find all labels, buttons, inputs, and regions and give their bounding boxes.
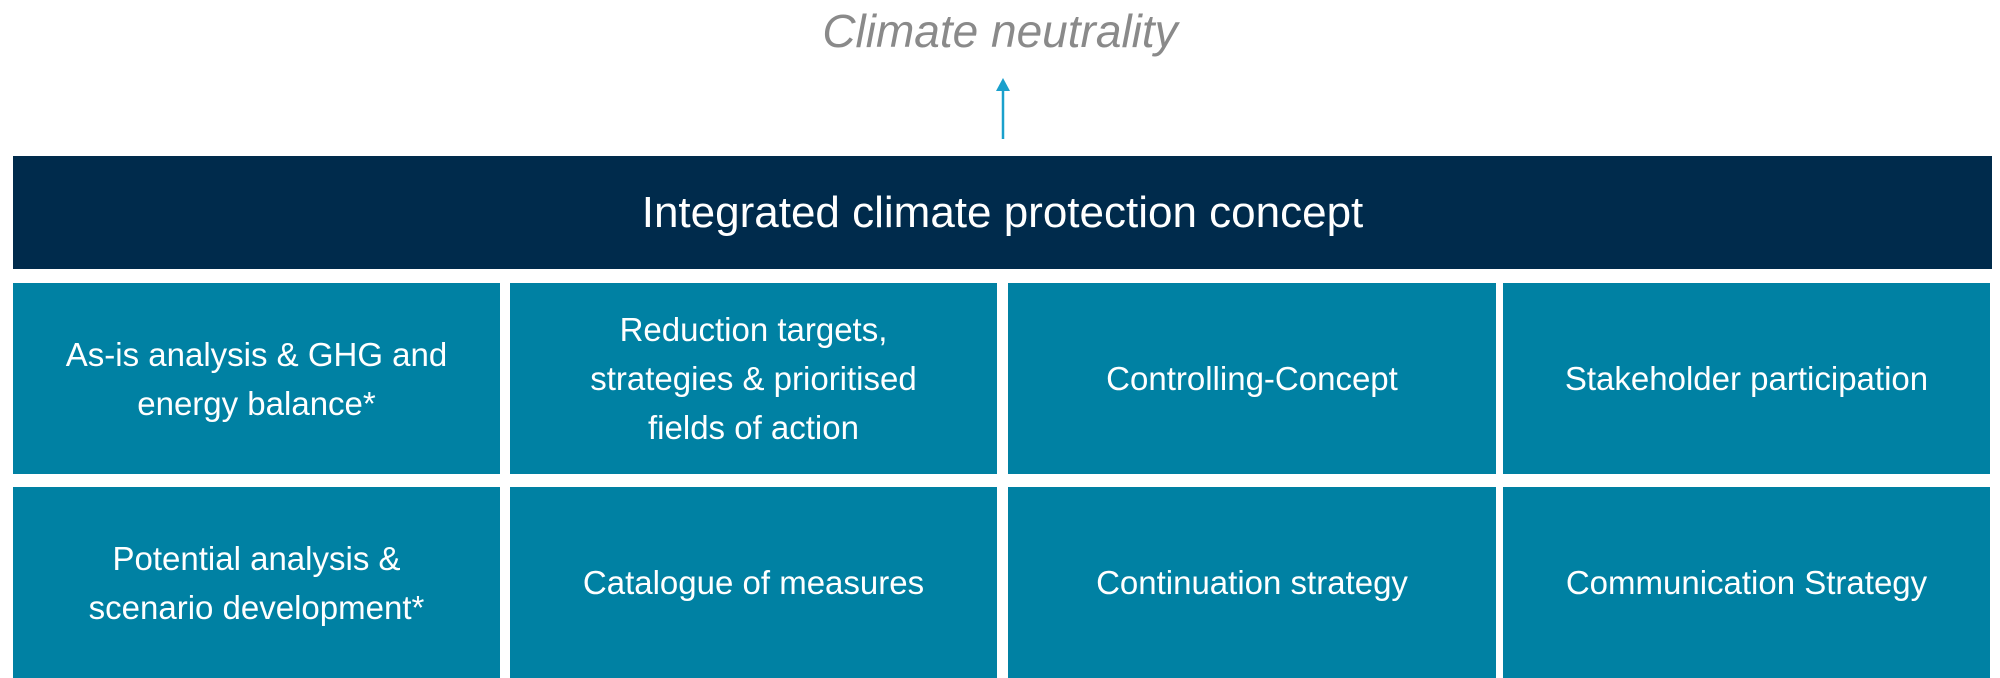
component-cell: Reduction targets, strategies & prioritis… bbox=[510, 283, 997, 474]
component-cell: Stakeholder participation bbox=[1503, 283, 1990, 474]
cell-text: strategies & prioritised bbox=[590, 360, 917, 397]
component-cell: As-is analysis & GHG and energy balance* bbox=[13, 283, 500, 474]
cell-text: energy balance* bbox=[137, 384, 376, 422]
cell-text: As-is analysis & GHG and bbox=[65, 335, 448, 373]
cell-text: Continuation strategy bbox=[1096, 564, 1408, 601]
cell-text: Controlling-Concept bbox=[1106, 360, 1398, 397]
component-cell: Continuation strategy bbox=[1008, 487, 1496, 678]
cell-text: Stakeholder participation bbox=[1564, 360, 1929, 397]
component-cell: Communication Strategy bbox=[1503, 487, 1990, 678]
cell-text: scenario development* bbox=[88, 588, 425, 626]
component-cell: Controlling-Concept bbox=[1008, 283, 1496, 474]
cell-text: Communication Strategy bbox=[1565, 564, 1928, 601]
component-cell: Potential analysis & scenario development… bbox=[13, 487, 500, 678]
component-cell: Catalogue of measures bbox=[510, 487, 997, 678]
concept-header: Integrated climate protection concept bbox=[13, 156, 1992, 269]
arrow bbox=[996, 78, 1010, 139]
cell-text: Catalogue of measures bbox=[582, 564, 925, 601]
cell-text: Reduction targets, bbox=[619, 311, 888, 348]
cell-text: fields of action bbox=[648, 409, 859, 446]
cell-text: Potential analysis & bbox=[112, 539, 401, 577]
goal-title: Climate neutrality bbox=[822, 5, 1178, 57]
